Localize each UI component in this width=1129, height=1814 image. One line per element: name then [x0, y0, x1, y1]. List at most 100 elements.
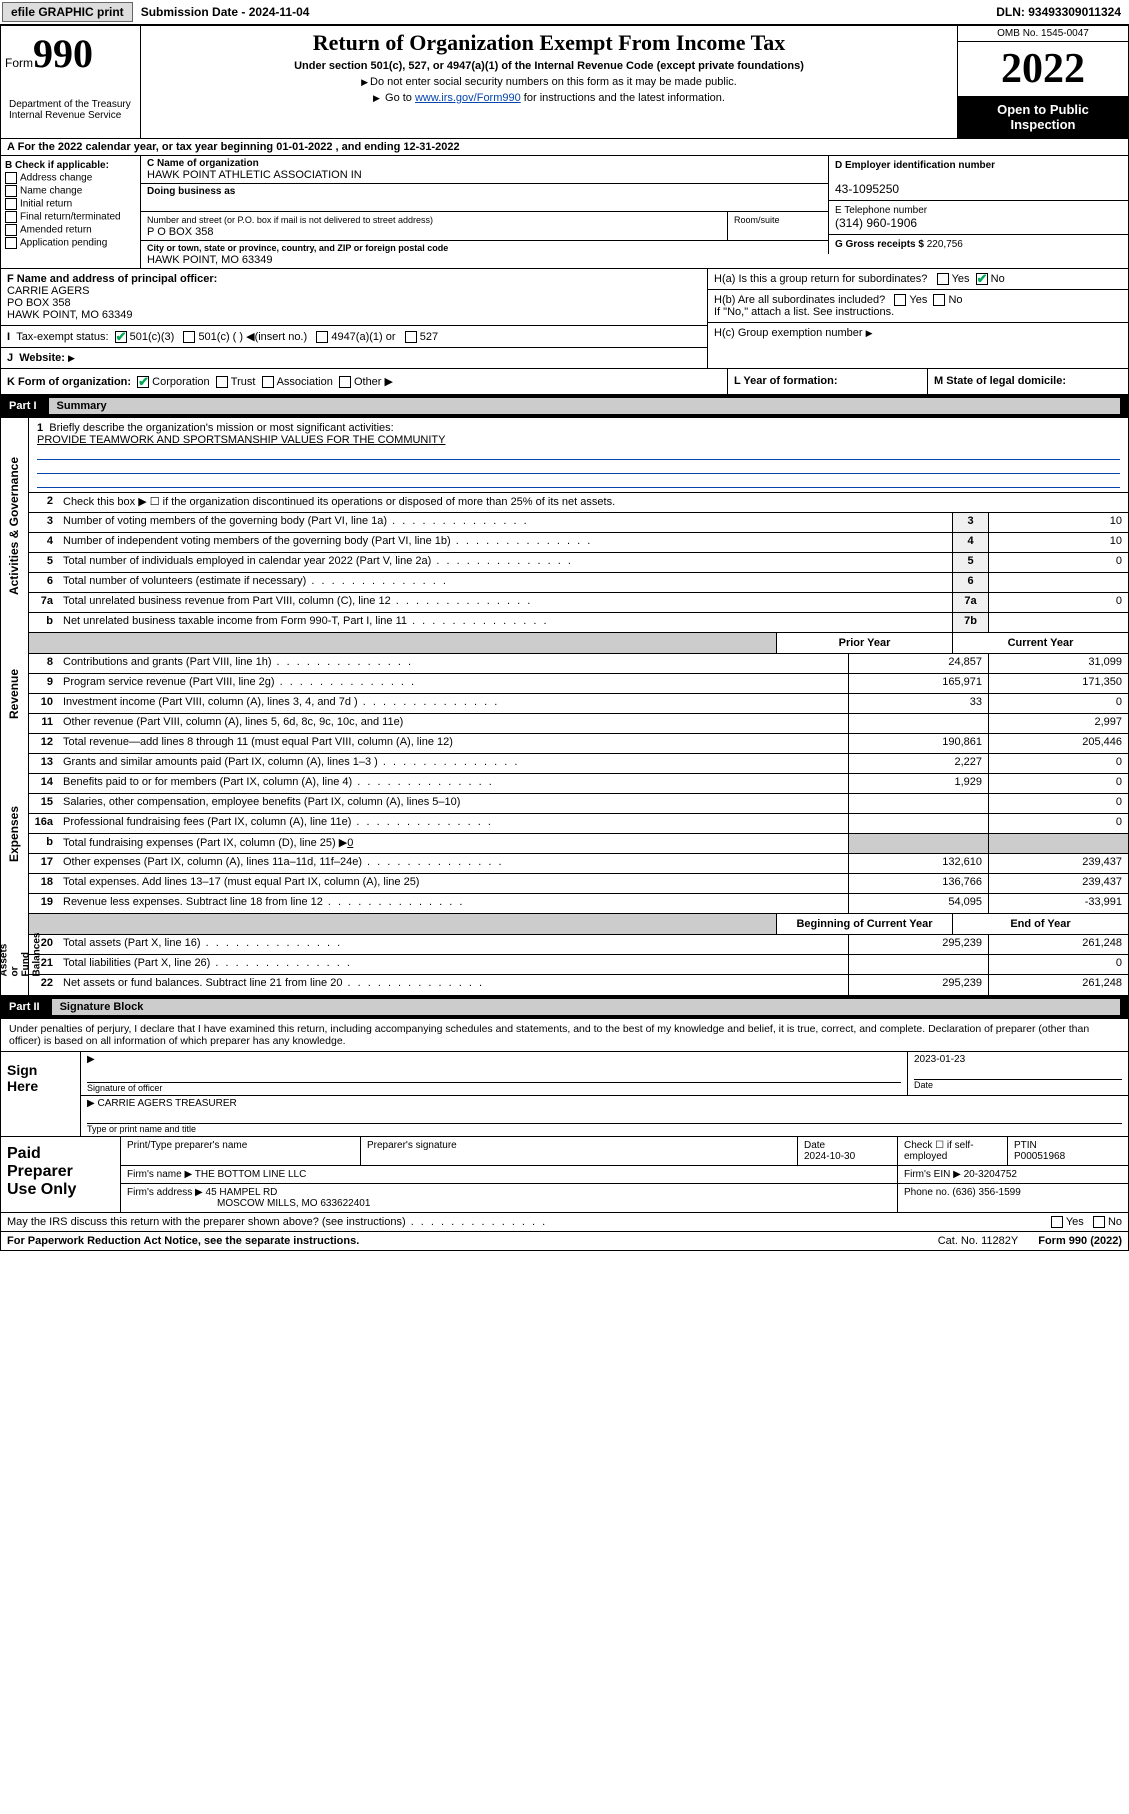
form-header: Form990 Department of the Treasury Inter… — [0, 25, 1129, 139]
box-m: M State of legal domicile: — [928, 369, 1128, 394]
chk-501c3[interactable] — [115, 331, 127, 343]
top-bar: efile GRAPHIC print Submission Date - 20… — [0, 0, 1129, 25]
ptin-value: P00051968 — [1014, 1151, 1065, 1162]
room-label: Room/suite — [734, 215, 780, 225]
phone-label: E Telephone number — [835, 205, 927, 216]
chk-discuss-yes[interactable] — [1051, 1216, 1063, 1228]
line-9: 9Program service revenue (Part VIII, lin… — [29, 674, 1128, 694]
chk-initial-return[interactable]: Initial return — [5, 198, 136, 210]
firm-addr-label: Firm's address — [127, 1187, 192, 1198]
org-name-label: C Name of organization — [147, 158, 259, 169]
box-hb: H(b) Are all subordinates included? Yes … — [708, 290, 1128, 323]
efile-button[interactable]: efile GRAPHIC print — [2, 2, 133, 22]
gross-receipts-label: G Gross receipts $ — [835, 239, 927, 250]
omb-number: OMB No. 1545-0047 — [958, 26, 1128, 42]
paid-preparer-block: Paid Preparer Use Only Print/Type prepar… — [0, 1137, 1129, 1213]
form-note-ssn: Do not enter social security numbers on … — [151, 76, 947, 88]
prep-date-label: Date — [804, 1140, 825, 1151]
firm-addr: 45 HAMPEL RD — [206, 1187, 278, 1198]
chk-corp[interactable] — [137, 376, 149, 388]
box-j: J Website: — [1, 348, 707, 368]
section-expenses: Expenses 13Grants and similar amounts pa… — [0, 754, 1129, 914]
sig-date-label: Date — [914, 1079, 1122, 1090]
sig-date: 2023-01-23 — [914, 1054, 1122, 1065]
part1-header: Part I Summary — [0, 395, 1129, 418]
chk-trust[interactable] — [216, 376, 228, 388]
chk-ha-yes[interactable] — [937, 273, 949, 285]
chk-hb-no[interactable] — [933, 294, 945, 306]
chk-527[interactable] — [405, 331, 417, 343]
form-number: Form990 — [5, 30, 136, 77]
line-6: 6Total number of volunteers (estimate if… — [29, 573, 1128, 593]
line-3: 3Number of voting members of the governi… — [29, 513, 1128, 533]
prep-date: 2024-10-30 — [804, 1151, 855, 1162]
firm-addr2: MOSCOW MILLS, MO 633622401 — [217, 1198, 370, 1209]
prep-name-label: Print/Type preparer's name — [121, 1137, 361, 1165]
line-22: 22Net assets or fund balances. Subtract … — [29, 975, 1128, 995]
addr-value: P O BOX 358 — [147, 226, 213, 238]
irs-link[interactable]: www.irs.gov/Form990 — [415, 92, 521, 104]
box-b-header: B Check if applicable: — [5, 160, 136, 171]
line-11: 11Other revenue (Part VIII, column (A), … — [29, 714, 1128, 734]
revenue-col-header: Prior Year Current Year — [29, 633, 1128, 654]
chk-final-return[interactable]: Final return/terminated — [5, 211, 136, 223]
line-4: 4Number of independent voting members of… — [29, 533, 1128, 553]
firm-name: THE BOTTOM LINE LLC — [195, 1169, 307, 1180]
open-public-badge: Open to Public Inspection — [958, 96, 1128, 138]
side-label-revenue: Revenue — [8, 669, 22, 719]
part2-header: Part II Signature Block — [0, 996, 1129, 1019]
chk-ha-no[interactable] — [976, 273, 988, 285]
chk-4947[interactable] — [316, 331, 328, 343]
form-note-link: Go to www.irs.gov/Form990 for instructio… — [151, 92, 947, 104]
line-16a: 16aProfessional fundraising fees (Part I… — [29, 814, 1128, 834]
firm-name-label: Firm's name — [127, 1169, 182, 1180]
line-16b: bTotal fundraising expenses (Part IX, co… — [29, 834, 1128, 854]
firm-phone-label: Phone no. — [904, 1187, 950, 1198]
chk-assoc[interactable] — [262, 376, 274, 388]
phone-value: (314) 960-1906 — [835, 216, 917, 230]
line-15: 15Salaries, other compensation, employee… — [29, 794, 1128, 814]
prep-self-emp: Check ☐ if self-employed — [898, 1137, 1008, 1165]
firm-ein: 20-3204752 — [964, 1169, 1017, 1180]
chk-hb-yes[interactable] — [894, 294, 906, 306]
line-19: 19Revenue less expenses. Subtract line 1… — [29, 894, 1128, 914]
chk-other[interactable] — [339, 376, 351, 388]
city-value: HAWK POINT, MO 63349 — [147, 254, 273, 266]
perjury-declaration: Under penalties of perjury, I declare th… — [0, 1019, 1129, 1052]
chk-app-pending[interactable]: Application pending — [5, 237, 136, 249]
line-a-tax-year: A For the 2022 calendar year, or tax yea… — [0, 139, 1129, 156]
netassets-col-header: Beginning of Current Year End of Year — [29, 914, 1128, 935]
dba-label: Doing business as — [147, 186, 235, 197]
prep-sig-label: Preparer's signature — [361, 1137, 798, 1165]
line-14: 14Benefits paid to or for members (Part … — [29, 774, 1128, 794]
line-13: 13Grants and similar amounts paid (Part … — [29, 754, 1128, 774]
chk-discuss-no[interactable] — [1093, 1216, 1105, 1228]
line-20: 20Total assets (Part X, line 16) 295,239… — [29, 935, 1128, 955]
form-title: Return of Organization Exempt From Incom… — [151, 30, 947, 56]
chk-address-change[interactable]: Address change — [5, 172, 136, 184]
may-discuss: May the IRS discuss this return with the… — [0, 1213, 1129, 1232]
tax-year: 2022 — [958, 42, 1128, 96]
ein-value: 43-1095250 — [835, 182, 899, 196]
sig-officer-label: Signature of officer — [87, 1082, 901, 1093]
sign-here-block: Sign Here ▶ Signature of officer 2023-01… — [0, 1052, 1129, 1137]
city-label: City or town, state or province, country… — [147, 243, 448, 253]
officer-name: CARRIE AGERS TREASURER — [97, 1098, 236, 1109]
side-label-expenses: Expenses — [8, 806, 22, 862]
side-label-ag: Activities & Governance — [8, 457, 22, 595]
page-footer: For Paperwork Reduction Act Notice, see … — [0, 1232, 1129, 1251]
box-f: F Name and address of principal officer:… — [1, 269, 707, 326]
chk-501c[interactable] — [183, 331, 195, 343]
addr-label: Number and street (or P.O. box if mail i… — [147, 215, 433, 225]
line-2: 2Check this box ▶ ☐ if the organization … — [29, 493, 1128, 513]
box-i: I Tax-exempt status: 501(c)(3) 501(c) ( … — [1, 326, 707, 348]
k-l-m-row: K Form of organization: Corporation Trus… — [0, 369, 1129, 395]
dept-treasury: Department of the Treasury Internal Reve… — [5, 97, 136, 123]
section-net-assets: Net Assets or Fund Balances Beginning of… — [0, 914, 1129, 996]
box-l: L Year of formation: — [728, 369, 928, 394]
chk-name-change[interactable]: Name change — [5, 185, 136, 197]
ptin-label: PTIN — [1014, 1140, 1037, 1151]
chk-amended[interactable]: Amended return — [5, 224, 136, 236]
side-label-net-assets: Net Assets or Fund Balances — [0, 933, 42, 977]
line-10: 10Investment income (Part VIII, column (… — [29, 694, 1128, 714]
